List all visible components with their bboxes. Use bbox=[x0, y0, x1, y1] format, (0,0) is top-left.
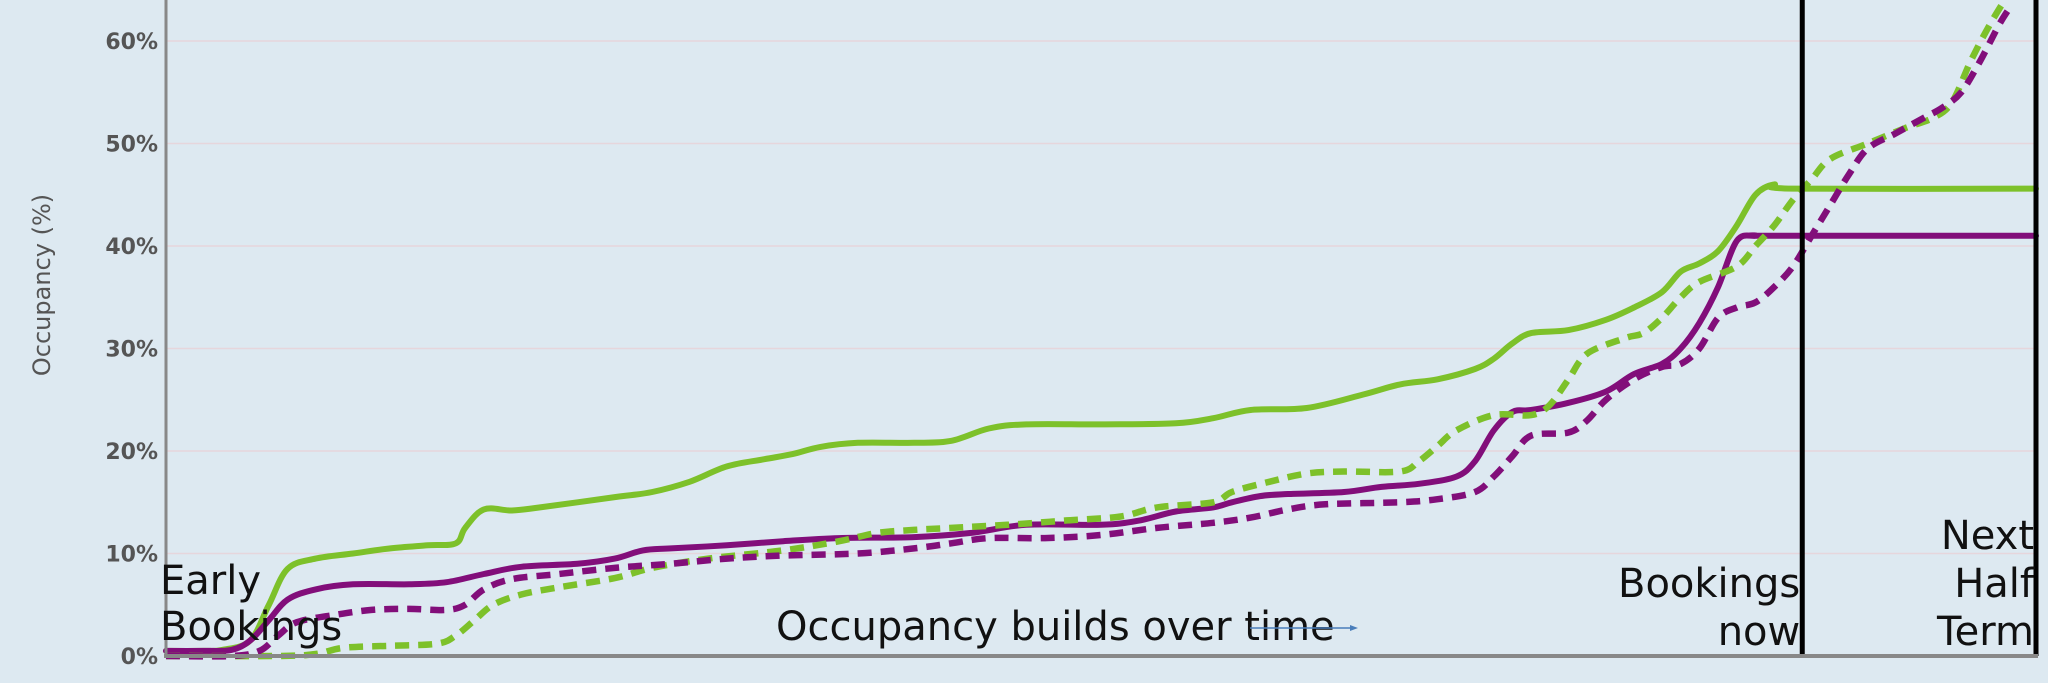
marker-label-1-line-2: now bbox=[1718, 609, 1801, 655]
arrow bbox=[1250, 625, 1358, 631]
marker-label-2-line-3: Term bbox=[1936, 609, 2034, 655]
y-tick-label: 60% bbox=[105, 30, 158, 55]
marker-label-2-line-2: Half bbox=[1954, 561, 2035, 607]
marker-lines bbox=[1799, 0, 2039, 656]
y-axis-title: Occupancy (%) bbox=[28, 194, 56, 376]
early-bookings-line-2: Bookings bbox=[160, 604, 342, 650]
marker-label-1-line-1: Bookings bbox=[1618, 561, 1800, 607]
series-line-3 bbox=[165, 0, 2009, 660]
arrow-head bbox=[1350, 625, 1358, 631]
y-tick-label: 50% bbox=[105, 133, 158, 158]
y-tick-label: 30% bbox=[105, 338, 158, 363]
series-line-4 bbox=[165, 8, 2011, 660]
y-tick-label: 0% bbox=[121, 645, 158, 670]
y-tick-label: 40% bbox=[105, 235, 158, 260]
series-line-1 bbox=[163, 181, 2039, 654]
early-bookings-line-1: Early bbox=[160, 558, 261, 604]
y-tick-label: 20% bbox=[105, 440, 158, 465]
y-tick-label: 10% bbox=[105, 543, 158, 568]
occupancy-builds-label: Occupancy builds over time bbox=[776, 604, 1335, 650]
series-lines bbox=[163, 0, 2039, 660]
marker-label-2-line-1: Next bbox=[1941, 513, 2034, 559]
early-bookings-label: Early Bookings bbox=[160, 558, 342, 650]
y-tick-labels: 0% 10% 20% 30% 40% 50% 60% bbox=[105, 30, 158, 670]
